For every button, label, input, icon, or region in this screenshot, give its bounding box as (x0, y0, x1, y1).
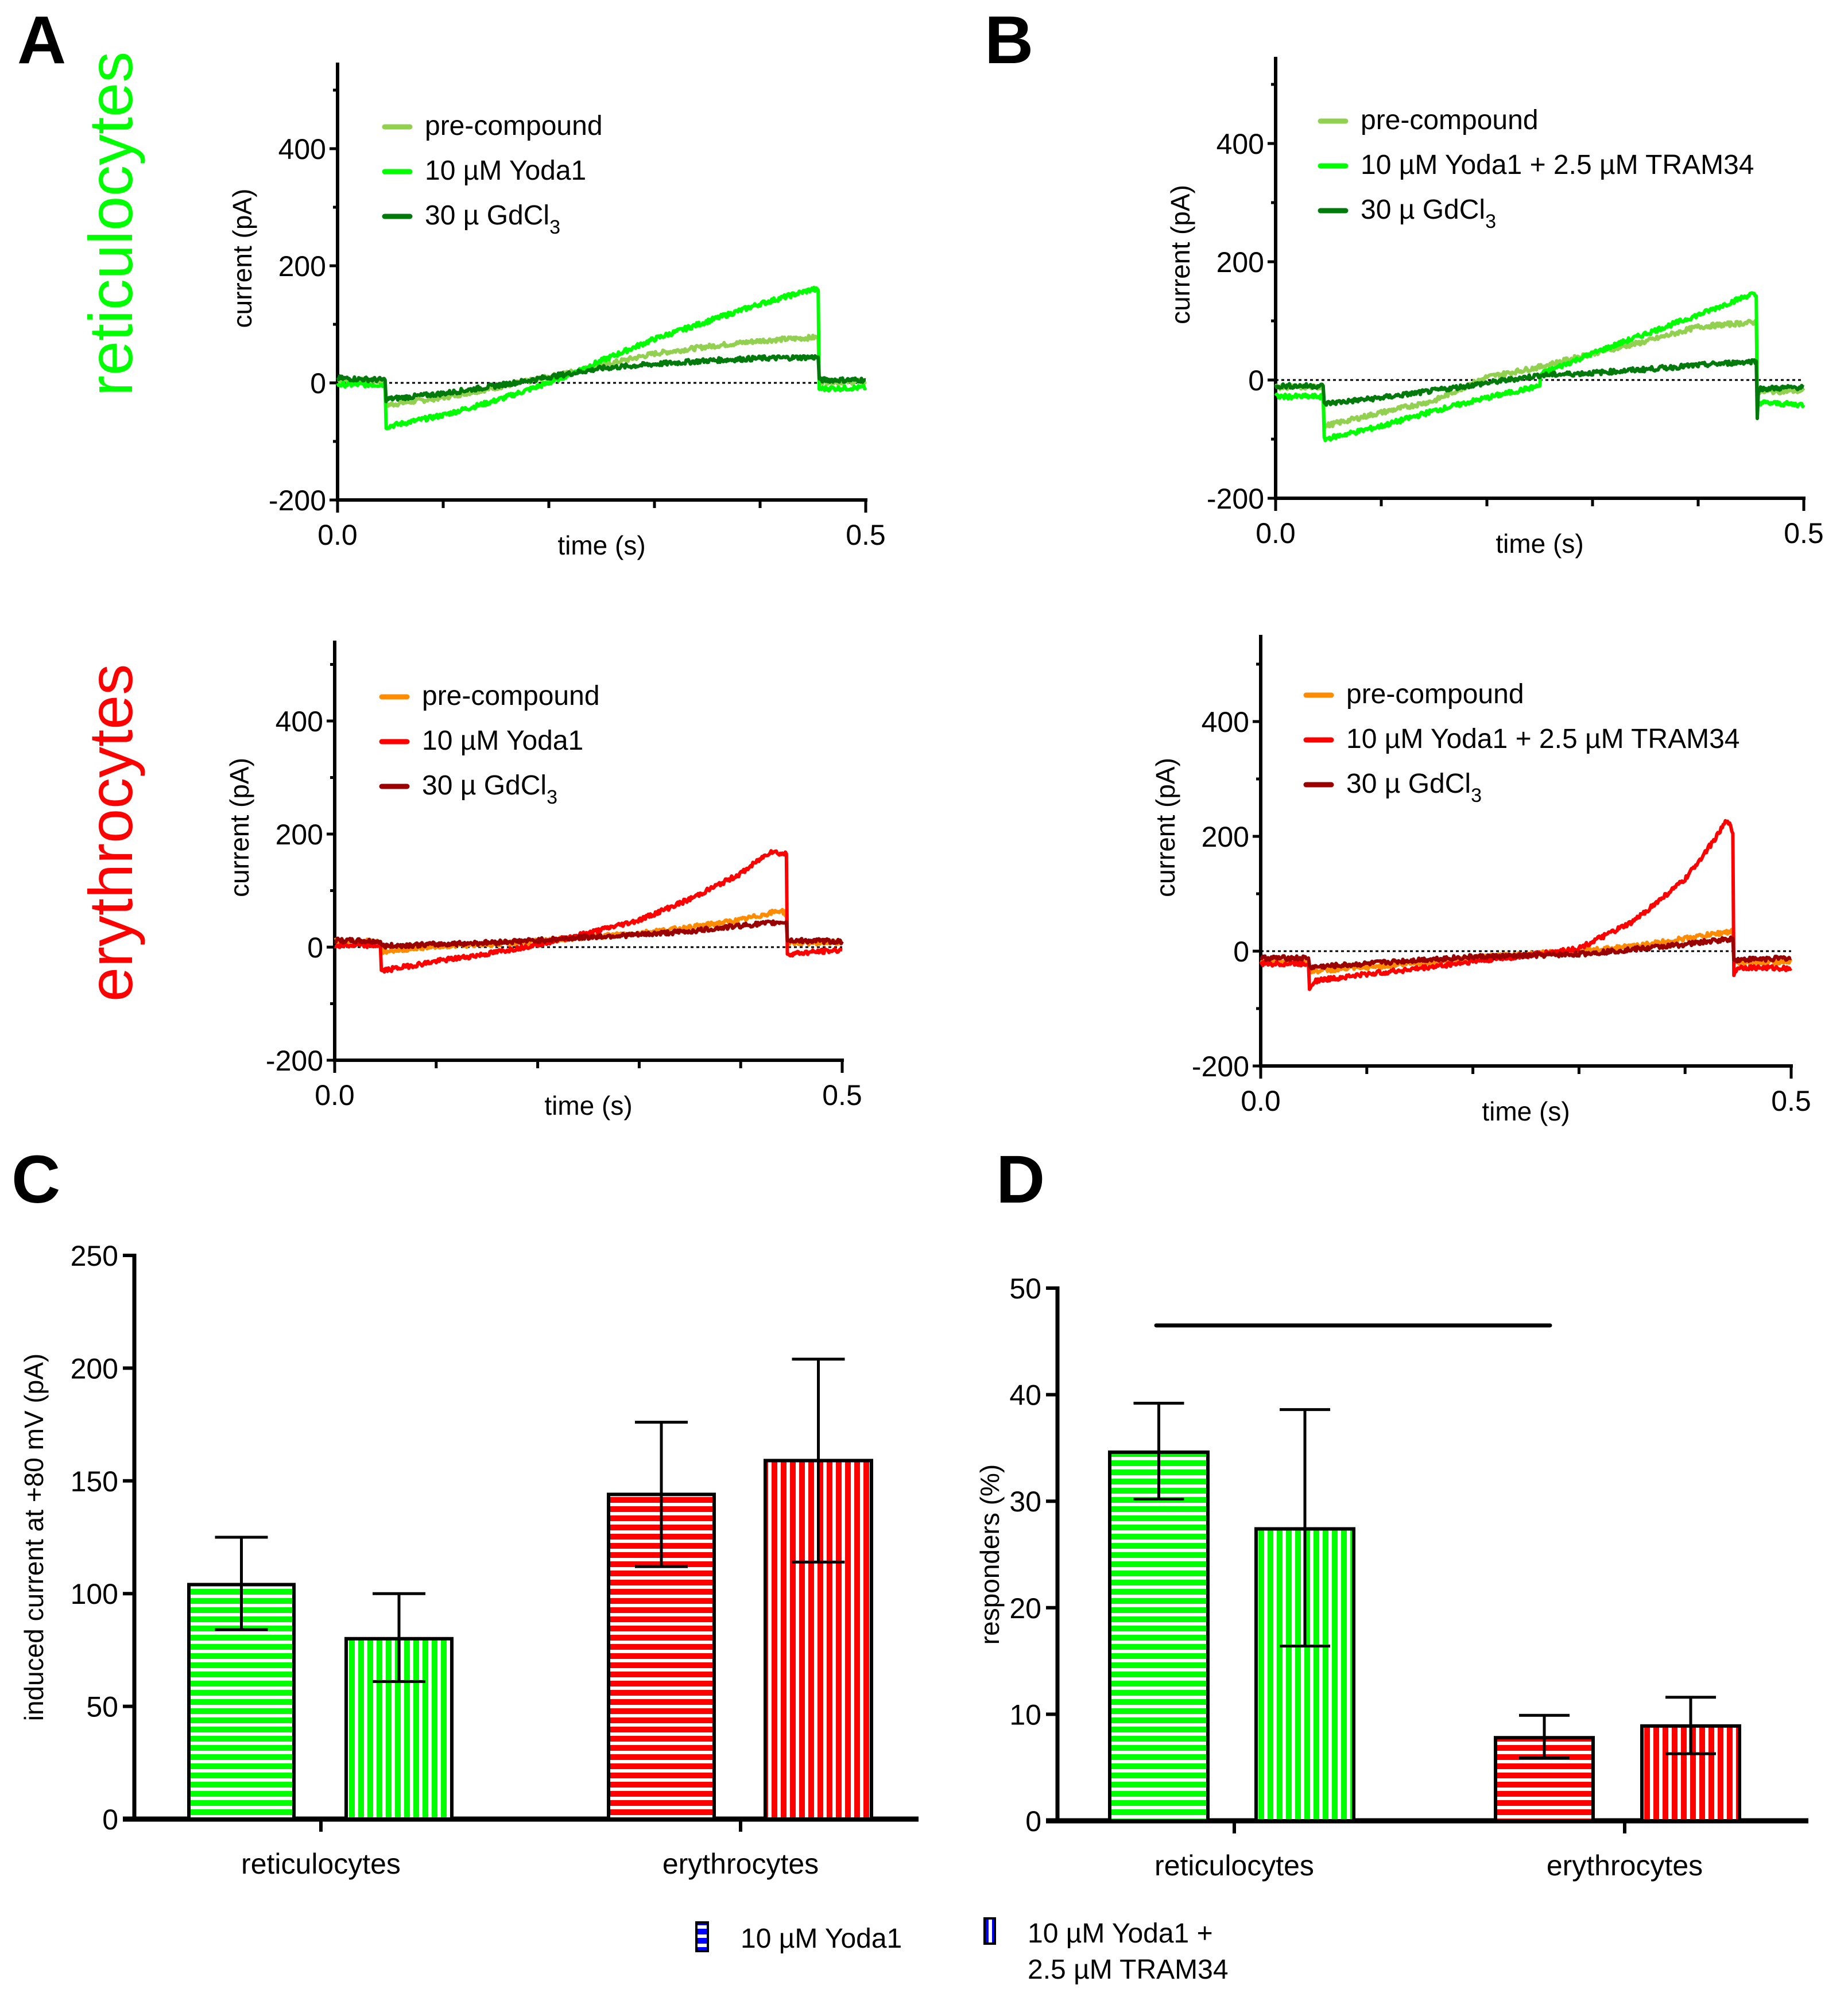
x-tick-label: 0.0 (315, 1079, 355, 1111)
category-label-reticulocytes: reticulocytes (241, 1848, 401, 1880)
y-tick-label: 400 (1202, 706, 1249, 738)
trace-series-0 (1274, 319, 1806, 430)
x-tick-label: 0.5 (822, 1079, 862, 1111)
y-tick-label: 200 (278, 250, 326, 282)
legend-swatch-horizontal-stripes (695, 1921, 709, 1952)
y-tick-label: 10 (1009, 1699, 1041, 1731)
y-tick-label: 50 (1009, 1273, 1041, 1305)
x-tick-label: 0.0 (1241, 1085, 1281, 1117)
legend-swatch-vertical-stripes (983, 1917, 996, 1945)
y-tick-label: 200 (71, 1352, 118, 1385)
legend-entry-label: 10 µM Yoda1 (425, 156, 586, 186)
trace-series-1 (334, 849, 843, 974)
y-axis-title: current (pA) (227, 189, 257, 328)
trace-series-0 (336, 334, 867, 408)
y-tick-label: 400 (278, 133, 326, 165)
x-tick-label: 0.5 (1771, 1085, 1811, 1117)
trace-panel-a-erythrocytes: -200 0 200 400 0.0 0.5 time (s) current (pA) pre… (224, 641, 862, 1120)
y-tick-label: 200 (1202, 821, 1249, 853)
category-label-erythrocytes: erythrocytes (1547, 1850, 1703, 1882)
legend-entry-label: 10 µM Yoda1 + 2.5 µM TRAM34 (1346, 724, 1739, 754)
panel-letter-b: B (985, 2, 1033, 78)
trace-series-2 (1274, 358, 1805, 420)
y-axis-title: responders (%) (975, 1464, 1005, 1645)
y-axis-title: current (pA) (1150, 758, 1180, 897)
legend-entry-label: 30 µ GdCl3 (425, 200, 560, 238)
trace-series-2 (1259, 935, 1792, 971)
trace-series-2 (336, 354, 867, 404)
legend-entry-label: 10 µM Yoda1 + 2.5 µM TRAM34 (1361, 150, 1754, 180)
trace-series-1 (1259, 819, 1792, 991)
y-tick-label: 200 (276, 819, 323, 851)
y-tick-label: -200 (266, 1045, 323, 1077)
legend-entry-label: 10 µM Yoda1 (422, 726, 583, 756)
y-tick-label: 0 (1025, 1805, 1041, 1837)
x-tick-label: 0.5 (846, 519, 886, 551)
legend-label-yoda1: 10 µM Yoda1 (741, 1924, 902, 1954)
x-axis-title: time (s) (1496, 529, 1583, 559)
row-label-erythrocytes: erythrocytes (76, 664, 145, 1002)
row-label-reticulocytes: reticulocytes (76, 52, 145, 396)
legend-entry-label: 30 µ GdCl3 (422, 770, 557, 808)
y-tick-label: -200 (1192, 1050, 1249, 1083)
bar-reticulocytes-0 (1108, 1450, 1210, 1823)
y-tick-label: 0 (1233, 936, 1249, 968)
y-tick-label: 0 (310, 367, 326, 400)
y-axis-title: current (pA) (1165, 185, 1195, 324)
trace-series-1 (1274, 291, 1806, 443)
legend-label-yoda1-tram34-line2: 2.5 µM TRAM34 (1028, 1955, 1229, 1985)
trace-panel-b-reticulocytes: -200 0 200 400 0.0 0.5 time (s) current (pA) pre… (1165, 57, 1824, 559)
panel-letter-d: D (996, 1142, 1045, 1218)
legend-entry-label: pre-compound (422, 681, 600, 711)
legend-entry-label: 30 µ GdCl3 (1346, 769, 1482, 807)
x-axis-title: time (s) (557, 530, 645, 560)
y-tick-label: -200 (1207, 483, 1264, 515)
legend-entry-label: pre-compound (425, 111, 603, 141)
y-tick-label: 200 (1216, 246, 1264, 278)
y-tick-label: 150 (71, 1465, 118, 1498)
trace-series-2 (334, 919, 844, 950)
bar-panel-c: 0 50 100 150 200 250 induced current at +80 mV… (19, 1240, 919, 1880)
y-axis-title: current (pA) (224, 758, 254, 897)
y-tick-label: -200 (269, 484, 326, 517)
trace-panel-a-reticulocytes: -200 0 200 400 0.0 0.5 time (s) current (pA) pre… (227, 63, 886, 560)
x-tick-label: 0.0 (317, 519, 358, 551)
legend-entry-label: pre-compound (1346, 679, 1524, 709)
bottom-legend: 10 µM Yoda1 10 µM Yoda1 + 2.5 µM TRAM34 (695, 1917, 1229, 1985)
y-tick-label: 0 (1248, 365, 1264, 397)
legend-label-yoda1-tram34-line1: 10 µM Yoda1 + (1028, 1918, 1213, 1949)
y-tick-label: 400 (1216, 128, 1264, 160)
y-tick-label: 40 (1009, 1379, 1041, 1412)
y-tick-label: 100 (71, 1578, 118, 1610)
y-tick-label: 30 (1009, 1486, 1041, 1518)
legend-entry-label: pre-compound (1361, 105, 1539, 135)
y-tick-label: 250 (71, 1240, 118, 1272)
category-label-erythrocytes: erythrocytes (663, 1848, 819, 1880)
y-tick-label: 400 (276, 705, 323, 738)
x-tick-label: 0.0 (1256, 517, 1296, 549)
y-tick-label: 20 (1009, 1592, 1041, 1624)
legend-entry-label: 30 µ GdCl3 (1361, 195, 1496, 232)
x-axis-title: time (s) (544, 1091, 632, 1120)
y-tick-label: 0 (102, 1804, 118, 1836)
y-axis-title: induced current at +80 mV (pA) (19, 1354, 49, 1722)
trace-panel-b-erythrocytes: -200 0 200 400 0.0 0.5 time (s) current (pA) pre… (1150, 635, 1811, 1126)
panel-letter-a: A (17, 2, 66, 78)
bar-panel-d: 0 10 20 30 40 50 responders (%) reticulocytes er… (975, 1273, 1808, 1882)
y-tick-label: 50 (86, 1691, 118, 1723)
x-axis-title: time (s) (1482, 1096, 1570, 1126)
panel-letter-c: C (11, 1142, 60, 1218)
y-tick-label: 0 (307, 932, 323, 964)
x-tick-label: 0.5 (1784, 517, 1824, 549)
trace-series-1 (336, 285, 867, 431)
category-label-reticulocytes: reticulocytes (1154, 1850, 1314, 1882)
